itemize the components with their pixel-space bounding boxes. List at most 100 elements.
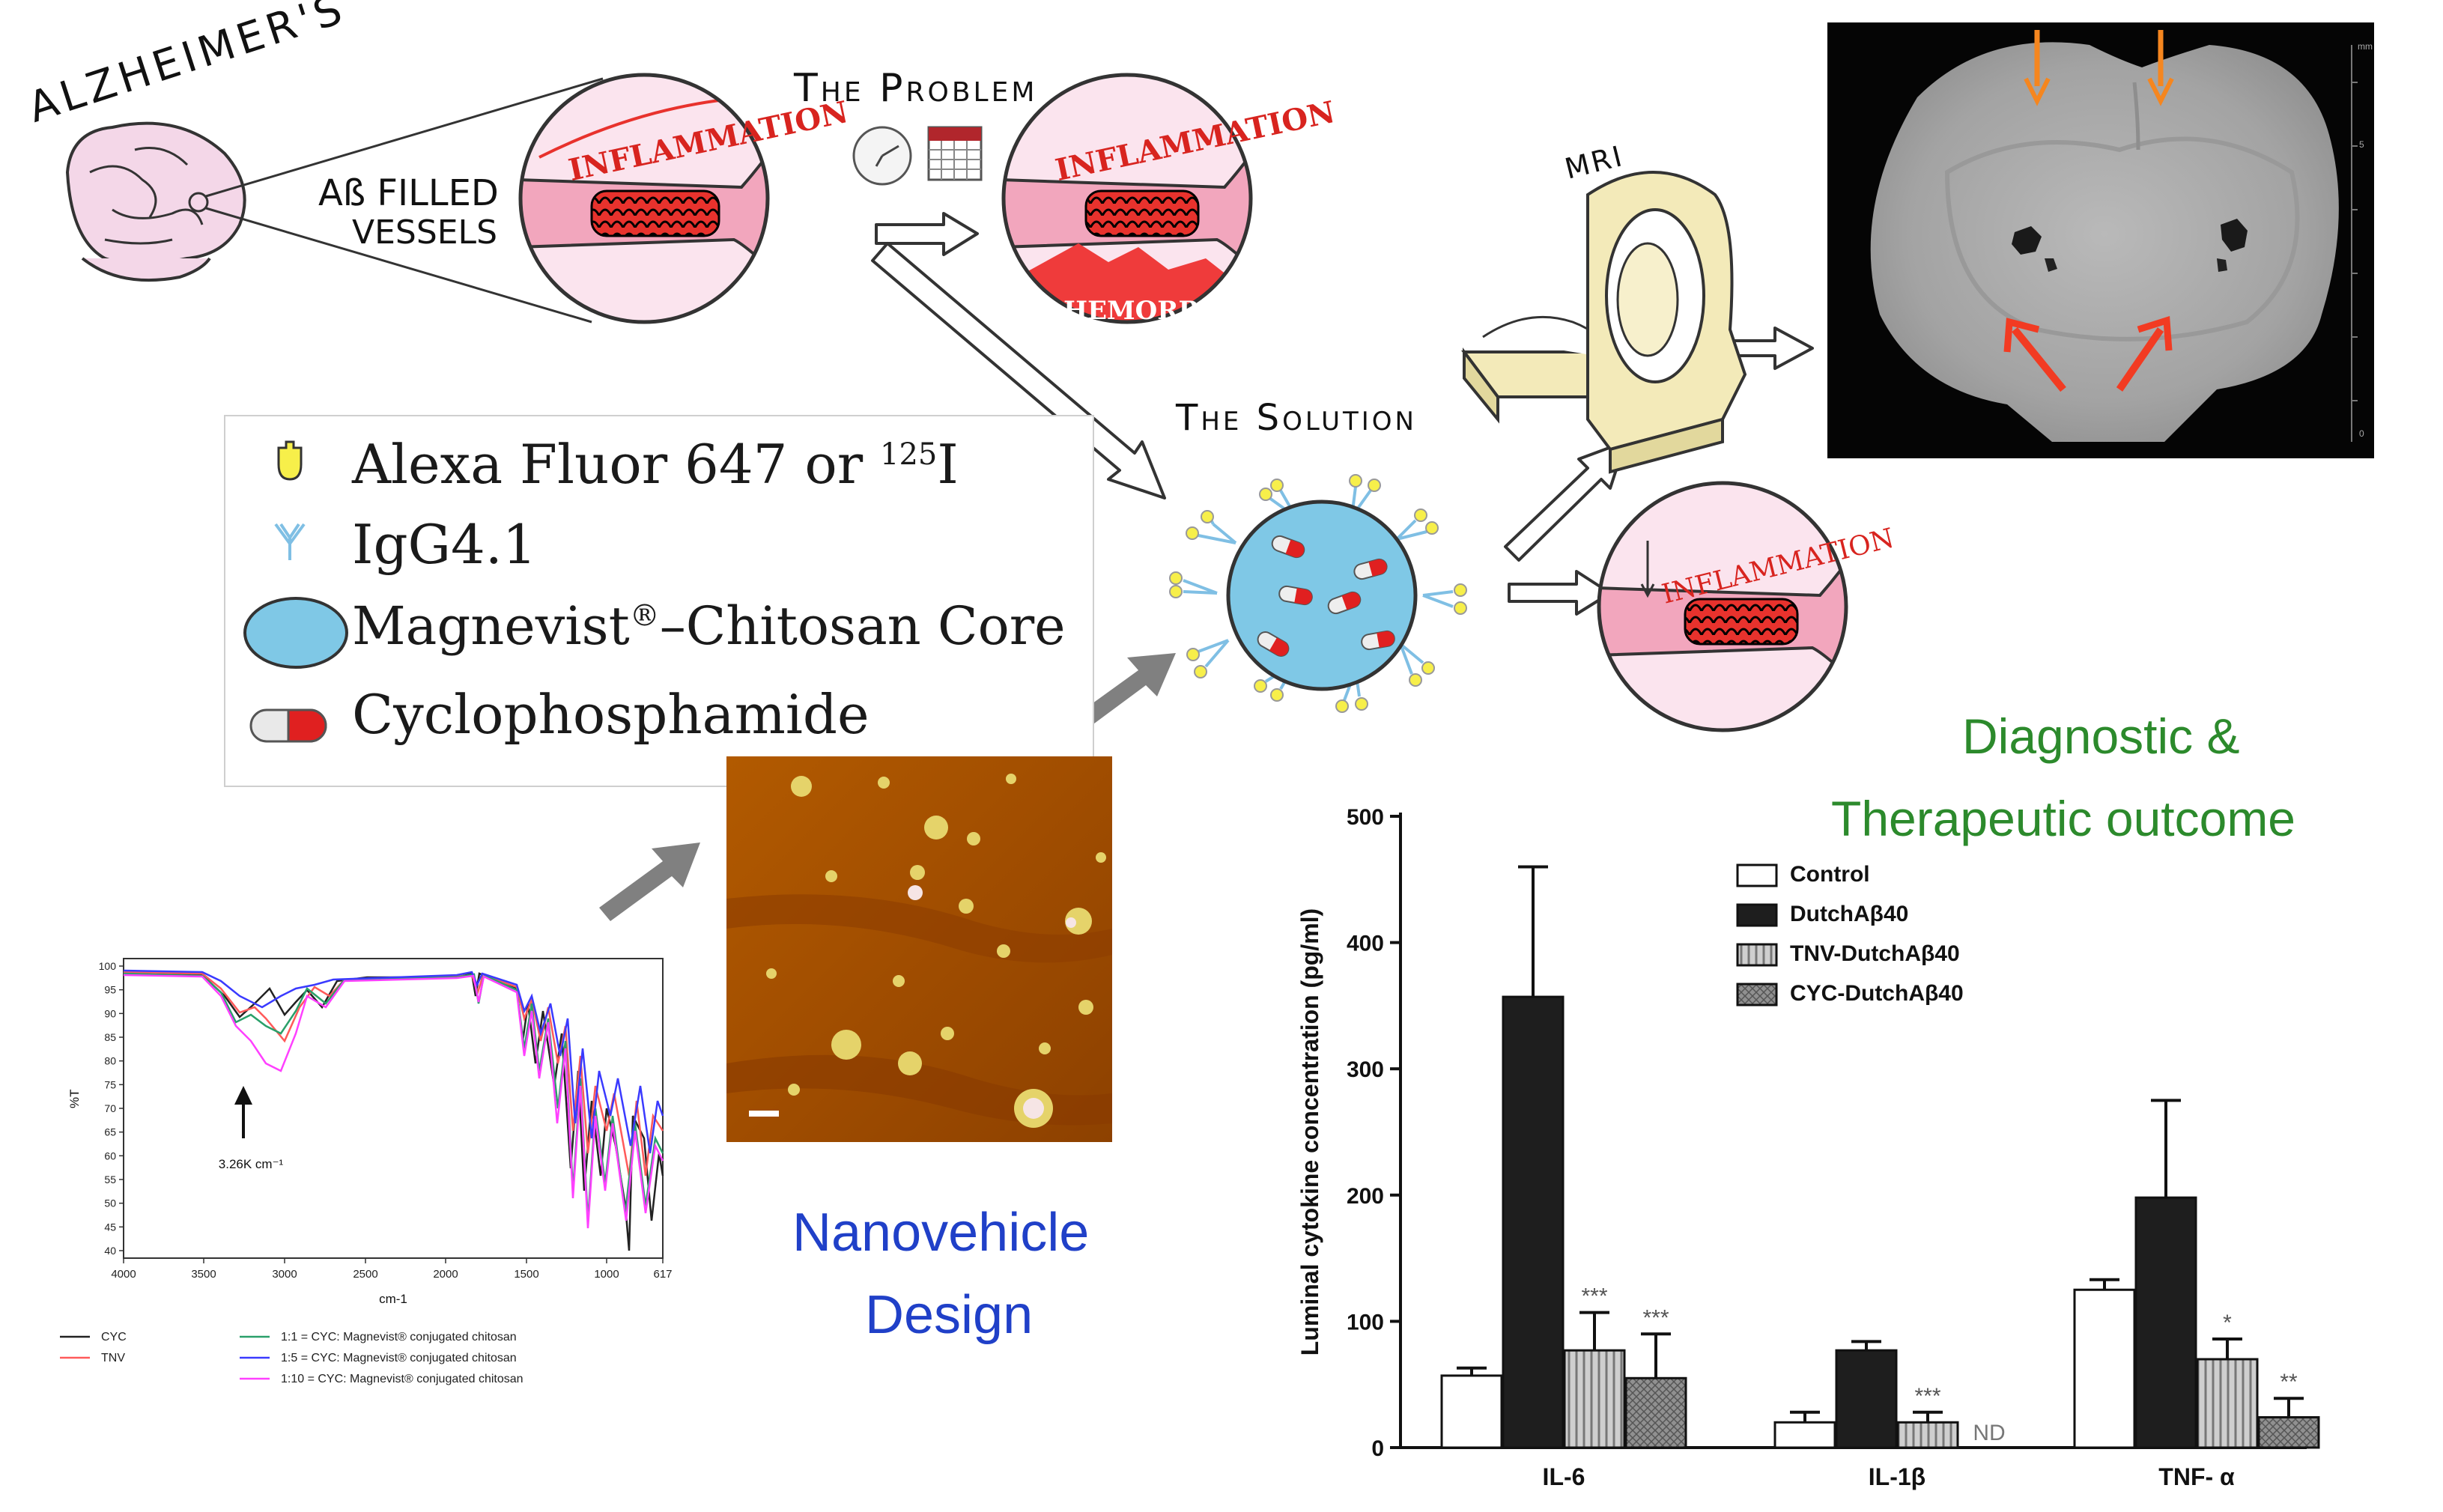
spectrum-ylabel: %T — [67, 1090, 82, 1109]
bar-ytick-label: 300 — [1347, 1057, 1384, 1082]
bar-cyc-dutch-40-2 — [2257, 1416, 2320, 1449]
bar-tnv-dutch-40-1 — [1896, 1421, 1959, 1449]
spectrum-legend-label: 1:10 = CYC: Magnevist® conjugated chitos… — [281, 1373, 524, 1385]
legend-item-antibody: IgG4.1 — [352, 513, 537, 576]
nanoparticle-illustration — [1169, 474, 1467, 713]
spectrum-ytick-label: 95 — [104, 984, 116, 996]
spectrum-ytick-label: 90 — [104, 1007, 116, 1019]
bar-legend-label: DutchΑβ40 — [1790, 902, 1908, 926]
significance-label: *** — [1914, 1384, 1940, 1409]
significance-label: *** — [1642, 1305, 1669, 1330]
arrow-to-treated — [1508, 570, 1612, 616]
vessels-label-line2: VESSELS — [352, 213, 498, 252]
core-icon — [243, 597, 348, 669]
spectrum-xtick-label: 4000 — [111, 1268, 136, 1281]
spectrum-xtick-label: 1000 — [594, 1268, 619, 1281]
spectrum-legend-label: TNV — [101, 1352, 125, 1364]
legend-item-core: Magnevist®–Chitosan Core — [352, 595, 1066, 657]
legend-box — [224, 415, 1094, 787]
brain-illustration — [65, 121, 246, 282]
bar-legend-swatch — [1736, 943, 1778, 967]
spectrum-ytick-label: 70 — [104, 1102, 116, 1114]
problem-title: The Problem — [794, 66, 1038, 111]
bar-dutch-40-0 — [1502, 995, 1565, 1449]
bar-ytick-label: 200 — [1347, 1184, 1384, 1209]
spectrum-ytick-label: 75 — [104, 1078, 116, 1090]
not-detected-label: ND — [1973, 1421, 2005, 1445]
spectrum-xtick-label: 2500 — [353, 1268, 377, 1281]
outcome-title-line2: Therapeutic outcome — [1831, 791, 2296, 846]
calendar-icon — [927, 126, 983, 181]
spectrum-curves — [123, 969, 664, 1251]
grey-arrow-afm-to-particle — [1071, 653, 1176, 732]
bar-legend-swatch — [1736, 903, 1778, 927]
bar-ytick-label: 0 — [1371, 1436, 1384, 1461]
bar-ytick-label: 500 — [1347, 805, 1384, 830]
mri-scanner-illustration — [1461, 171, 1747, 474]
significance-label: ** — [2280, 1370, 2298, 1394]
spectrum-annotation-arrowhead — [234, 1086, 252, 1105]
spectrum-ytick-label: 45 — [104, 1221, 116, 1233]
bar-tnv-dutch-40-0 — [1563, 1349, 1626, 1449]
spectrum-xtick-label: 617 — [653, 1268, 672, 1281]
legend-item-fluor-tail: I — [937, 433, 959, 496]
outcome-title-line1: Diagnostic & — [1962, 708, 2240, 764]
spectrum-ytick-label: 40 — [104, 1245, 116, 1257]
bar-dutch-40-2 — [2134, 1196, 2197, 1449]
spectrum-annotation: 3.26K cm⁻¹ — [219, 1157, 284, 1171]
antibody-icon — [274, 523, 306, 560]
bar-ytick-label: 100 — [1347, 1310, 1384, 1335]
significance-label: *** — [1581, 1284, 1607, 1309]
afm-image — [726, 756, 1112, 1142]
vessel-circle-1 — [518, 73, 770, 324]
spectrum-xtick-label: 1500 — [514, 1268, 538, 1281]
spectrum-ytick-label: 65 — [104, 1126, 116, 1138]
spectrum-ytick-label: 55 — [104, 1174, 116, 1185]
legend-item-fluor-text: Alexa Fluor 647 or — [352, 433, 881, 496]
legend-item-fluor-sup: 125 — [880, 437, 938, 472]
afm-scale-bar — [749, 1111, 779, 1117]
spectrum-xtick-label: 3000 — [272, 1268, 297, 1281]
hemorrhage-word: HEMORRHAGE — [1063, 296, 1285, 326]
legend-item-core-text: Magnevist — [352, 595, 630, 657]
bar-control-1 — [1773, 1421, 1836, 1449]
spectrum-ytick-label: 80 — [104, 1055, 116, 1067]
legend-item-core-tail: –Chitosan Core — [659, 595, 1066, 657]
bar-dutch-40-1 — [1835, 1349, 1898, 1449]
bar-legend-label: Control — [1790, 862, 1870, 887]
scan-tick-5: 5 — [2359, 139, 2364, 150]
bar-control-2 — [2073, 1288, 2136, 1449]
arrow-to-mri — [1504, 440, 1627, 562]
cytokine-bar-chart: 0 100 200 300 400 500 Luminal cytokine concent… — [1296, 805, 2320, 1490]
bar-cyc-dutch-40-0 — [1624, 1376, 1687, 1449]
spectrum-legend-label: 1:1 = CYC: Magnevist® conjugated chitosa… — [281, 1331, 517, 1344]
bar-tnv-dutch-40-2 — [2196, 1358, 2259, 1449]
ir-spectrum-plot: 100 95 90 85 80 75 70 65 60 55 50 45 40 4000 3500 3000… — [60, 958, 673, 1385]
vessels-label-line1: Aß FILLED — [318, 172, 499, 214]
capsule-icon — [249, 708, 327, 743]
spectrum-curve-1-10 — [123, 974, 664, 1229]
spectrum-ytick-label: 60 — [104, 1150, 116, 1162]
spectrum-ytick-label: 85 — [104, 1031, 116, 1043]
significance-label: * — [2223, 1311, 2232, 1335]
bar-legend-label: CYC-DutchΑβ40 — [1790, 981, 1964, 1006]
bar-category-label: IL-1β — [1869, 1463, 1925, 1490]
vessel-circle-treated — [1597, 481, 1848, 732]
clock-icon — [852, 126, 912, 186]
scan-unit-label: mm — [2358, 41, 2373, 52]
bar-legend-swatch — [1736, 863, 1778, 887]
bar-ylabel: Luminal cytokine concentration (pg/ml) — [1296, 908, 1323, 1355]
scan-tick-0: 0 — [2359, 428, 2364, 439]
design-title-line2: Design — [865, 1285, 1034, 1345]
vessel-circle-problem — [1001, 73, 1253, 324]
spectrum-xtick-label: 3500 — [191, 1268, 216, 1281]
spectrum-xlabel: cm-1 — [379, 1292, 407, 1306]
bar-legend-swatch — [1736, 983, 1778, 1007]
spectrum-curve-1-5 — [123, 969, 664, 1154]
fluorophore-icon — [277, 440, 303, 481]
grey-arrow-spectrum-to-afm — [599, 842, 700, 921]
spectrum-ytick-label: 100 — [99, 960, 117, 972]
bar-category-label: IL-6 — [1543, 1463, 1585, 1490]
bar-category-label: TNF- α — [2158, 1463, 2235, 1490]
